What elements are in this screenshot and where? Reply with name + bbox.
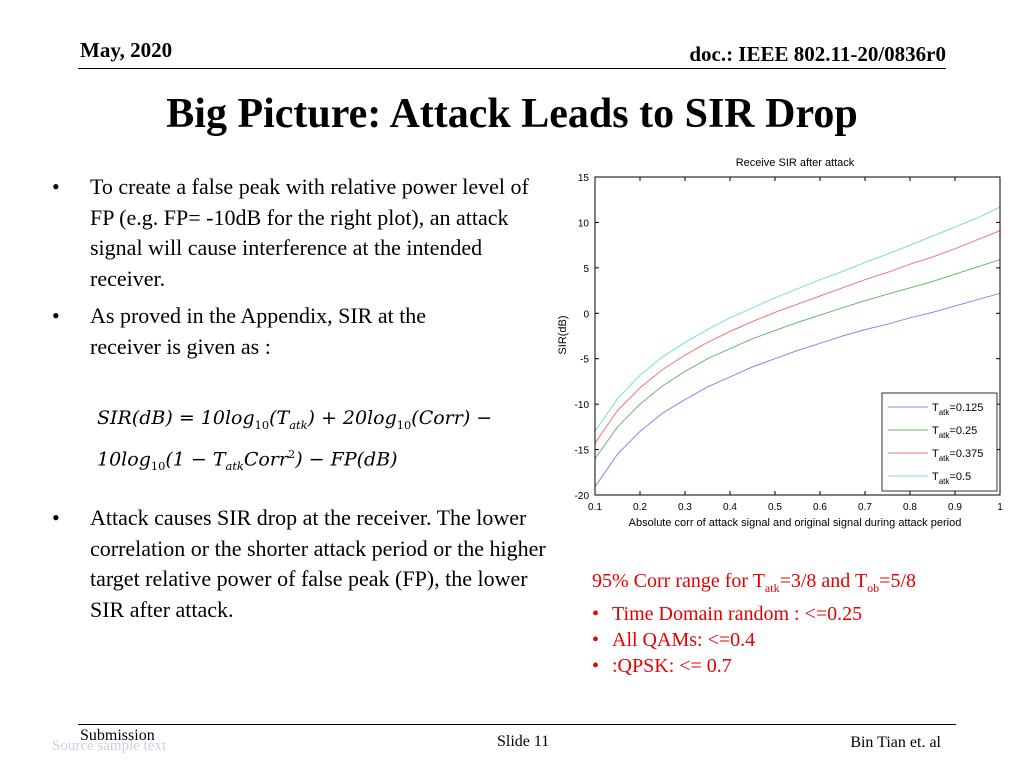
series-line-3: [594, 230, 1001, 444]
x-tick-label: 0.7: [858, 502, 872, 513]
correlation-notes: 95% Corr range for Tatk=3/8 and Tob=5/8 …: [592, 568, 916, 679]
equation-line-2: 10log10(1 − TatkCorr2) − FP(dB): [97, 440, 492, 481]
notes-item: All QAMs: <=0.4: [592, 627, 916, 653]
y-tick-label: -20: [575, 491, 590, 502]
sir-line-chart: Receive SIR after attack SIR(dB) Absolut…: [557, 157, 1003, 529]
legend-entry-subscript: atk: [939, 431, 951, 440]
eq-part: (T: [269, 407, 290, 429]
x-tick-label: 0.9: [948, 502, 962, 513]
eq-part: (1 − T: [165, 448, 226, 471]
legend-entry-prefix: T: [932, 402, 939, 414]
eq-part: 10log: [97, 448, 151, 471]
header-doc-id: doc.: IEEE 802.11-20/0836r0: [689, 42, 946, 66]
bullet-marker: •: [52, 174, 60, 199]
y-tick-label: -15: [575, 446, 590, 457]
x-tick-label: 0.3: [678, 502, 692, 513]
footer-source: Source sample text: [52, 738, 167, 754]
eq-part: ) − FP(dB): [295, 448, 398, 471]
bullet-1-text: To create a false peak with relative pow…: [90, 174, 529, 291]
eq-subscript: 10: [254, 417, 270, 432]
bullet-2: • As proved in the Appendix, SIR at the …: [52, 301, 502, 362]
slide-title: Big Picture: Attack Leads to SIR Drop: [166, 91, 858, 137]
notes-subscript: ob: [867, 581, 880, 595]
footer-author: Bin Tian et. al: [850, 734, 941, 751]
header-rule: [78, 68, 946, 69]
eq-subscript: 10: [150, 458, 166, 473]
x-tick-label: 0.5: [768, 502, 782, 513]
eq-subscript: atk: [225, 458, 244, 473]
y-tick-label: -5: [580, 355, 589, 366]
legend-entry-prefix: T: [932, 425, 939, 437]
y-tick-label: 5: [583, 264, 589, 275]
x-tick-label: 0.4: [723, 502, 737, 513]
series-line-4: [594, 206, 1001, 432]
legend-entry-value: =0.375: [949, 448, 983, 460]
x-tick-label: 0.2: [633, 502, 647, 513]
footer-submission: Submission: [80, 727, 155, 744]
header-date: May, 2020: [80, 38, 173, 62]
series-lines: [594, 206, 1001, 488]
legend-entry-value: =0.5: [949, 471, 971, 483]
notes-title-part: 95% Corr range for T: [592, 570, 765, 592]
sir-equation: SIR(dB) = 10log10(Tatk) + 20log10(Corr) …: [97, 404, 492, 481]
legend-entry-prefix: T: [932, 471, 939, 483]
y-tick-label: 0: [583, 309, 589, 320]
y-tick-label: -10: [575, 400, 590, 411]
x-tick-label: 1: [997, 502, 1003, 513]
y-tick-label: 15: [578, 173, 590, 184]
legend-entry-value: =0.25: [949, 425, 977, 437]
legend-entry-subscript: atk: [939, 477, 951, 486]
legend-entry-subscript: atk: [939, 408, 951, 417]
y-tick-label: 10: [578, 218, 590, 229]
bullet-marker: •: [52, 303, 60, 328]
legend-entry-value: =0.125: [949, 402, 983, 414]
x-tick-label: 0.1: [588, 502, 602, 513]
notes-list: Time Domain random : <=0.25 All QAMs: <=…: [592, 601, 916, 679]
eq-part: (Corr) −: [411, 407, 493, 429]
x-axis-label: Absolute corr of attack signal and origi…: [629, 517, 962, 529]
eq-superscript: 2: [287, 446, 296, 461]
chart-title: Receive SIR after attack: [736, 157, 855, 169]
equation-line-1: SIR(dB) = 10log10(Tatk) + 20log10(Corr) …: [97, 404, 492, 440]
notes-title: 95% Corr range for Tatk=3/8 and Tob=5/8: [592, 568, 916, 601]
bullet-3: • Attack causes SIR drop at the receiver…: [52, 503, 552, 625]
y-axis-label: SIR(dB): [557, 315, 569, 354]
bullet-marker: •: [52, 505, 60, 530]
x-tick-label: 0.6: [813, 502, 827, 513]
notes-title-part: =5/8: [879, 570, 917, 592]
eq-part: ) + 20log: [307, 407, 397, 429]
series-line-1: [594, 292, 1001, 488]
eq-subscript: 10: [396, 417, 412, 432]
footer-rule: [78, 724, 956, 725]
plot-frame: [594, 176, 1001, 496]
legend-entry: Tatk=0.5: [932, 471, 971, 486]
notes-title-part: =3/8 and T: [779, 570, 868, 592]
bullet-1: • To create a false peak with relative p…: [52, 172, 552, 294]
eq-part: SIR(dB) = 10log: [97, 407, 255, 429]
bullet-2-text: As proved in the Appendix, SIR at the re…: [90, 303, 427, 359]
eq-subscript: atk: [289, 417, 308, 432]
legend-entry: Tatk=0.375: [932, 448, 983, 463]
series-line-2: [594, 259, 1001, 459]
legend-entry: Tatk=0.125: [932, 402, 983, 417]
eq-part: Corr: [243, 448, 288, 471]
x-tick-label: 0.8: [903, 502, 917, 513]
legend-entry: Tatk=0.25: [932, 425, 977, 440]
notes-subscript: atk: [764, 581, 780, 595]
legend-entry-subscript: atk: [939, 454, 951, 463]
footer-slide-number: Slide 11: [497, 733, 550, 750]
notes-item: :QPSK: <= 0.7: [592, 653, 916, 679]
legend-box: [881, 392, 998, 492]
legend-entry-prefix: T: [932, 448, 939, 460]
bullet-3-text: Attack causes SIR drop at the receiver. …: [90, 505, 546, 622]
notes-item: Time Domain random : <=0.25: [592, 601, 916, 627]
